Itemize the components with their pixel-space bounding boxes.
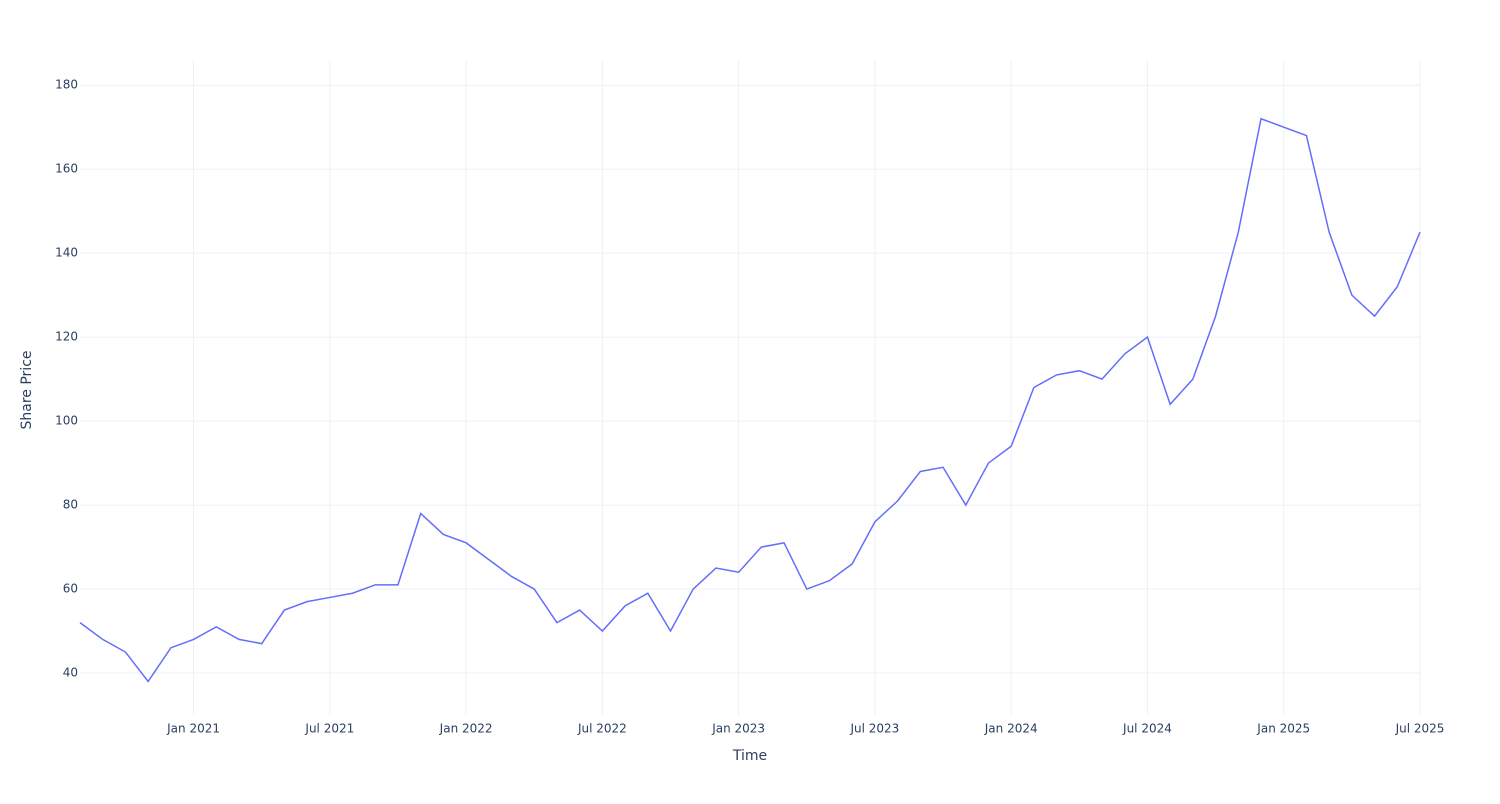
x-tick-label: Jan 2025 bbox=[1256, 722, 1310, 736]
x-tick-label: Jul 2024 bbox=[1122, 722, 1172, 736]
x-tick-label: Jan 2024 bbox=[984, 722, 1038, 736]
y-tick-label: 40 bbox=[63, 666, 78, 680]
price-line bbox=[79, 117, 1421, 683]
x-tick-label: Jan 2022 bbox=[439, 722, 493, 736]
x-tick-label: Jul 2023 bbox=[849, 722, 899, 736]
x-tick-label: Jul 2022 bbox=[577, 722, 627, 736]
y-tick-label: 60 bbox=[63, 582, 78, 596]
x-tick-label: Jan 2023 bbox=[711, 722, 765, 736]
y-tick-label: 100 bbox=[55, 414, 78, 428]
y-axis-title: Share Price bbox=[19, 350, 35, 429]
x-tick-label: Jan 2021 bbox=[166, 722, 220, 736]
x-tick-label: Jul 2021 bbox=[304, 722, 354, 736]
y-tick-label: 160 bbox=[55, 162, 78, 176]
y-tick-label: 140 bbox=[55, 246, 78, 260]
y-tick-label: 120 bbox=[55, 330, 78, 344]
y-tick-label: 180 bbox=[55, 78, 78, 92]
x-tick-label: Jul 2025 bbox=[1395, 722, 1445, 736]
x-axis-title: Time bbox=[732, 748, 767, 764]
y-tick-label: 80 bbox=[63, 498, 78, 512]
